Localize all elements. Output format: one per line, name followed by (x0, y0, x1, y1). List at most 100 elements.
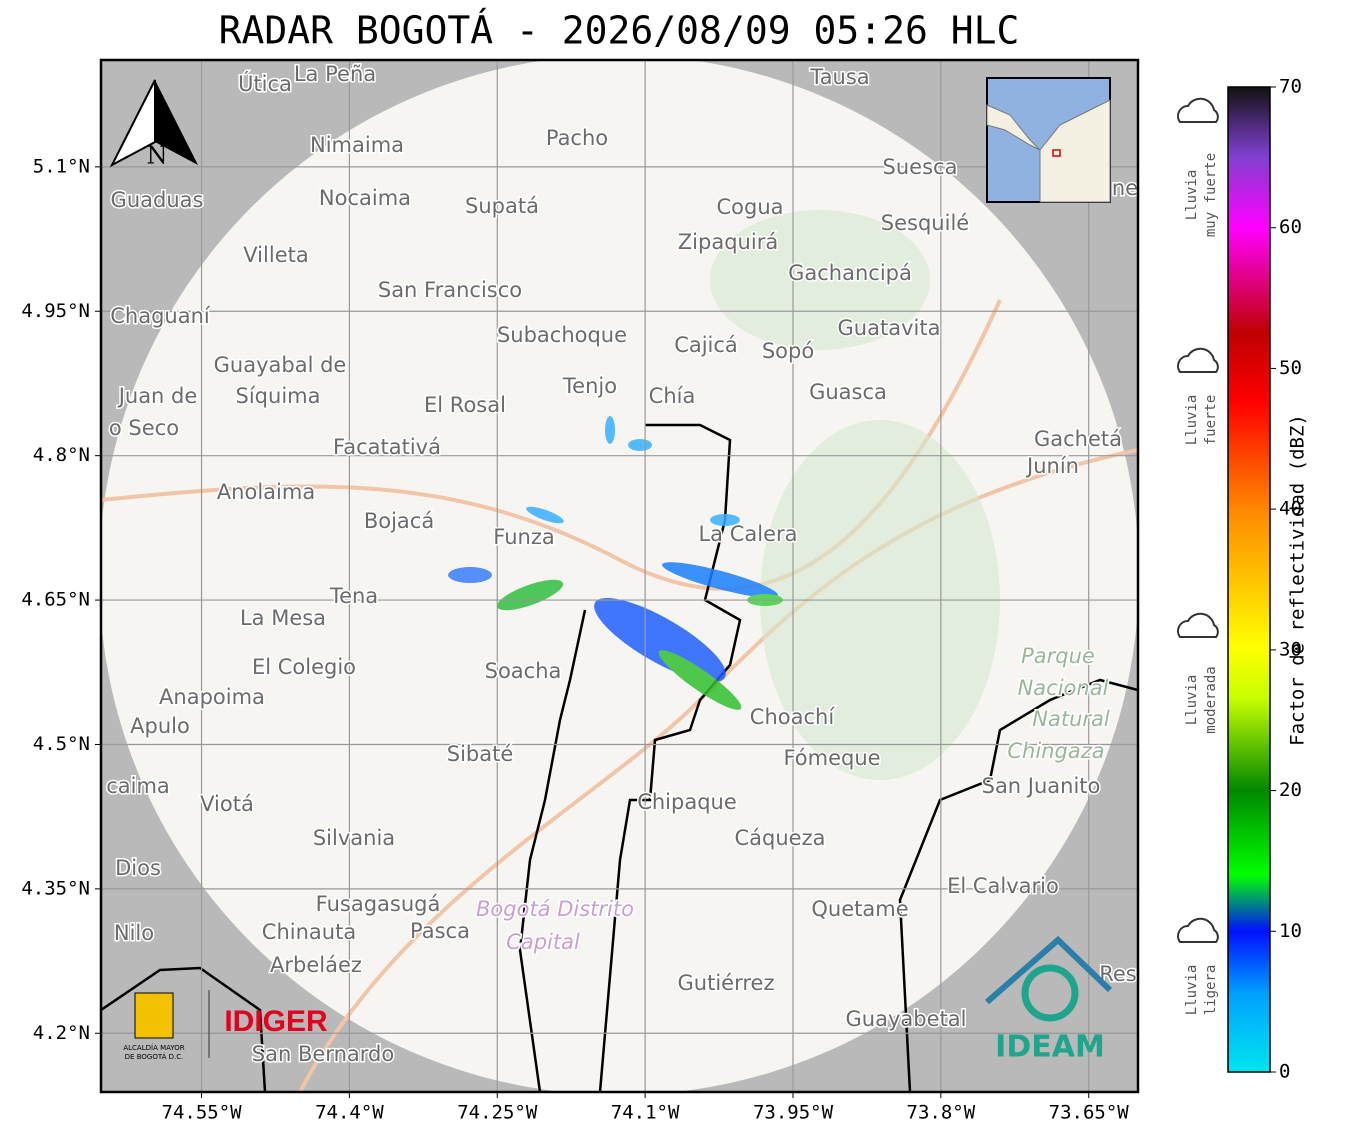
place-label: Bogotá Distrito (476, 897, 634, 921)
radar-echo (605, 416, 615, 444)
place-label: Guasca (809, 380, 887, 404)
place-label: Sopó (762, 339, 814, 363)
place-label: La Calera (698, 522, 797, 546)
map-frame (99, 58, 1140, 1094)
place-label: Cáqueza (735, 826, 826, 850)
place-label: El Colegio (252, 655, 356, 679)
graticule (101, 60, 1138, 1092)
place-label: Villeta (243, 243, 308, 267)
place-label: ne (1112, 176, 1138, 200)
radar-echo (526, 506, 564, 524)
place-label: El Calvario (947, 874, 1059, 898)
place-label: Facatativá (333, 435, 441, 459)
place-label: o Seco (109, 416, 179, 440)
axes: 74.55°W 74.4°W 74.25°W 74.1°W 73.95°W 73.8°W 7… (21, 155, 1129, 1123)
radar-echo (661, 562, 779, 598)
place-label: Tenjo (562, 374, 617, 398)
place-label: Nacional (1018, 676, 1109, 700)
department-boundary (101, 966, 267, 1092)
alcaldia-text: DE BOGOTÁ D.C. (125, 1052, 184, 1061)
place-label: Guayabal de (214, 353, 347, 377)
colorbar-tick-label: 20 (1279, 779, 1302, 801)
place-label: Chinauta (262, 920, 356, 944)
north-arrow (155, 80, 198, 165)
department-boundary (898, 678, 1138, 1092)
place-label: Guaduas (111, 188, 204, 212)
place-label: Juan de (117, 384, 198, 408)
place-label: Cogua (716, 195, 783, 219)
place-label: El Rosal (424, 393, 506, 417)
place-label: Zipaquirá (678, 230, 778, 254)
rain-category: fuerte (1203, 395, 1219, 446)
place-label: Sesquilé (881, 211, 969, 235)
north-label: N (147, 142, 168, 170)
inset-locator (1052, 149, 1061, 157)
place-label: La Peña (294, 62, 376, 86)
inset-land (986, 99, 1111, 203)
colorbar-axis: 0 10 20 30 40 50 60 70 (1270, 76, 1302, 1083)
ideam-logo: IDEAM (995, 1030, 1105, 1065)
y-tick-label: 5.1°N (33, 155, 90, 177)
radar-echo (658, 650, 742, 710)
place-label: Gachetá (1034, 427, 1122, 451)
rain-category: ligera (1203, 965, 1219, 1016)
rain-icon (1177, 917, 1219, 943)
forest (710, 210, 930, 350)
place-label: Apulo (130, 714, 190, 738)
place-label: Arbeláez (270, 953, 362, 977)
place-label: Silvania (313, 826, 395, 850)
place-label: Viotá (200, 792, 254, 816)
place-label: caima (106, 774, 170, 798)
place-label: Choachí (750, 705, 836, 729)
colorbar-tick-label: 10 (1279, 920, 1302, 942)
rain-category: moderada (1203, 666, 1219, 733)
place-label: Quetame (811, 897, 908, 921)
place-label: Sibaté (447, 742, 514, 766)
place-label: Parque (1021, 644, 1095, 668)
colorbar-tick-label: 0 (1279, 1061, 1290, 1083)
x-tick-label: 74.55°W (162, 1102, 243, 1124)
place-label: Suesca (883, 155, 958, 179)
place-label: Chingaza (1007, 739, 1104, 763)
place-label: Nilo (114, 921, 154, 945)
colorbar-label: Factor de reflectividad (dBZ) (1287, 414, 1309, 746)
rain-category: Lluvia (1184, 965, 1200, 1016)
place-label: Chía (649, 384, 696, 408)
place-label: San Francisco (378, 278, 522, 302)
place-label: Soacha (485, 659, 562, 683)
place-label: Útica (238, 71, 292, 96)
place-label: Fusagasugá (316, 892, 441, 916)
radar-echo (710, 514, 740, 526)
place-label: Chipaque (637, 790, 737, 814)
y-tick-label: 4.2°N (33, 1022, 90, 1044)
idiger-logo: IDIGER (224, 1005, 328, 1038)
colorbar-tick-label: 40 (1279, 498, 1302, 520)
place-label: Junín (1025, 454, 1079, 478)
alcaldia-shield (134, 992, 174, 1039)
place-label: Bojacá (364, 509, 434, 533)
ideam-swirl (1021, 964, 1079, 1022)
place-labels: Útica La Peña Tausa Pacho Nimaima Suesca Guadu… (105, 61, 1138, 1068)
place-label: La Mesa (240, 606, 326, 630)
rain-icon (1177, 612, 1219, 638)
y-tick-label: 4.8°N (33, 444, 90, 466)
rain-category: muy fuerte (1203, 153, 1219, 237)
colorbar-tick-label: 50 (1279, 357, 1302, 379)
place-label: Anolaima (217, 480, 315, 504)
place-label: Natural (1032, 707, 1110, 731)
place-label: Cajicá (674, 333, 738, 357)
place-label: Tena (329, 584, 378, 608)
place-label: San Juanito (982, 774, 1101, 798)
y-tick-label: 4.65°N (21, 589, 90, 611)
place-label: Dios (115, 856, 161, 880)
place-label: Gachancipá (788, 261, 912, 285)
place-label: Tausa (809, 65, 869, 89)
place-label: Síquima (236, 384, 321, 408)
place-label: Guayabetal (846, 1007, 967, 1031)
place-label: Chaguaní (110, 304, 211, 328)
place-label: Pasca (410, 919, 470, 943)
rain-category: Lluvia (1184, 395, 1200, 446)
place-label: Capital (506, 930, 580, 954)
x-tick-label: 74.25°W (457, 1102, 538, 1124)
